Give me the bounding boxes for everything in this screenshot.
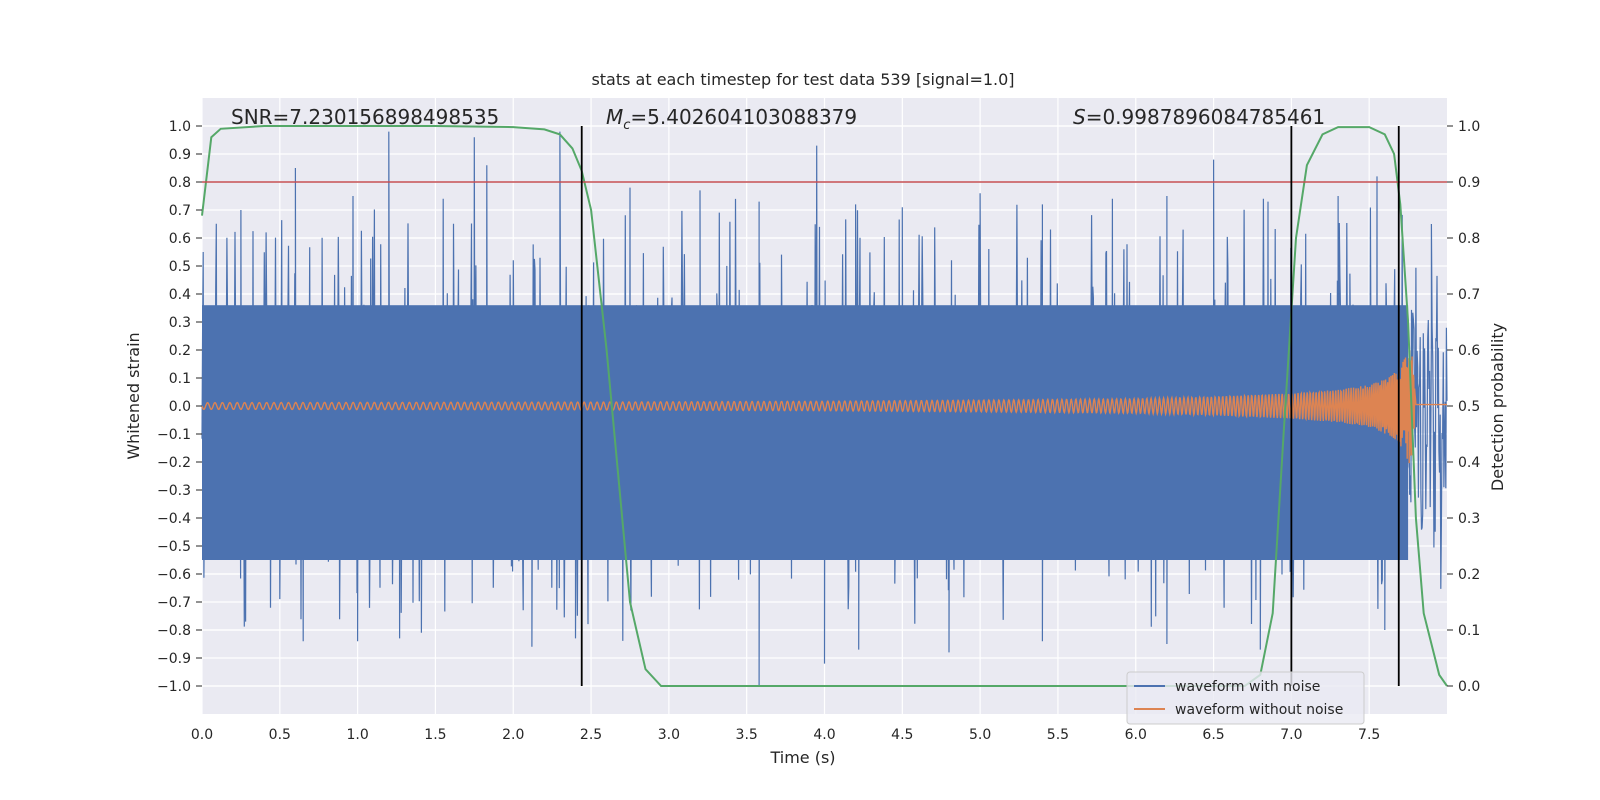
x-tick-label: 6.5 [1202, 727, 1224, 743]
y2-tick-label: 0.2 [1458, 567, 1480, 583]
x-tick-label: 1.5 [424, 727, 446, 743]
x-tick-label: 4.5 [891, 727, 913, 743]
x-tick-label: 5.0 [969, 727, 991, 743]
y-tick-label: 0.7 [169, 203, 191, 219]
y2-tick-label: 0.0 [1458, 679, 1480, 695]
y-tick-label: 0.3 [169, 315, 191, 331]
y2-tick-label: 0.7 [1458, 287, 1480, 303]
snr-annotation: SNR=7.230156898498535 [231, 105, 499, 129]
y-tick-label: −0.2 [157, 455, 191, 471]
x-tick-label: 7.0 [1280, 727, 1302, 743]
y2-tick-label: 0.3 [1458, 511, 1480, 527]
y-tick-label: −0.6 [157, 567, 191, 583]
x-axis-label: Time (s) [769, 748, 835, 767]
legend-label-waveform-with-noise: waveform with noise [1175, 679, 1320, 695]
chirp-mass-subscript: c [623, 118, 630, 133]
x-tick-label: 2.0 [502, 727, 524, 743]
chirp-mass-symbol: M [606, 105, 623, 129]
y2-axis-label: Detection probability [1488, 323, 1507, 491]
x-tick-label: 5.5 [1047, 727, 1069, 743]
y2-tick-label: 0.9 [1458, 175, 1480, 191]
x-tick-label: 0.5 [269, 727, 291, 743]
legend-label-waveform-without-noise: waveform without noise [1175, 702, 1343, 718]
y-tick-label: 0.9 [169, 147, 191, 163]
detection-probability-line [201, 125, 1448, 687]
chirp-mass-annotation: Mc=5.402604103088379 [606, 105, 857, 133]
y-tick-label: 0.2 [169, 343, 191, 359]
y2-tick-label: 0.5 [1458, 399, 1480, 415]
y-tick-label: −0.8 [157, 623, 191, 639]
x-tick-label: 2.5 [580, 727, 602, 743]
score-annotation: S=0.9987896084785461 [1073, 105, 1325, 129]
chirp-mass-value: =5.402604103088379 [630, 105, 857, 129]
noisy-waveform-core [202, 305, 1409, 560]
x-tick-label: 1.0 [346, 727, 368, 743]
y-tick-label: 0.4 [169, 287, 191, 303]
y-tick-label: 0.6 [169, 231, 191, 247]
x-tick-label: 3.0 [658, 727, 680, 743]
y-tick-label: −0.9 [157, 651, 191, 667]
y-tick-label: −0.4 [157, 511, 191, 527]
y-tick-label: 1.0 [169, 119, 191, 135]
y-axis-label: Whitened strain [124, 332, 143, 459]
y-tick-label: 0.8 [169, 175, 191, 191]
x-tick-label: 0.0 [191, 727, 213, 743]
x-tick-label: 4.0 [813, 727, 835, 743]
x-tick-label: 3.5 [736, 727, 758, 743]
x-tick-label: 7.5 [1358, 727, 1380, 743]
y2-tick-label: 0.6 [1458, 343, 1480, 359]
y-tick-label: −1.0 [157, 679, 191, 695]
y-tick-label: −0.1 [157, 427, 191, 443]
x-tick-label: 6.0 [1125, 727, 1147, 743]
y-tick-label: −0.5 [157, 539, 191, 555]
chart-title: stats at each timestep for test data 539… [591, 70, 1014, 89]
series-waveform-without-noise [201, 350, 1447, 464]
y-tick-label: 0.0 [169, 399, 191, 415]
series-waveform-with-noise [201, 131, 1448, 687]
y2-tick-label: 0.8 [1458, 231, 1480, 247]
score-symbol: S [1073, 105, 1086, 129]
score-value: =0.9987896084785461 [1086, 105, 1325, 129]
y2-tick-label: 1.0 [1458, 119, 1480, 135]
reference-lines [202, 126, 1447, 686]
y-tick-label: 0.5 [169, 259, 191, 275]
y2-tick-label: 0.4 [1458, 455, 1480, 471]
series-detection-probability [201, 125, 1448, 687]
y2-tick-label: 0.1 [1458, 623, 1480, 639]
legend-box [1126, 671, 1365, 725]
clean-waveform-line [201, 350, 1447, 464]
y-tick-label: −0.3 [157, 483, 191, 499]
legend: waveform with noise waveform without noi… [1126, 671, 1365, 725]
y-tick-label: 0.1 [169, 371, 191, 387]
y-tick-label: −0.7 [157, 595, 191, 611]
tick-labels: 0.0 0.5 1.0 1.5 2.0 2.5 3.0 3.5 4.0 4.5 5.0 5.5 6.0 6… [157, 119, 1480, 743]
